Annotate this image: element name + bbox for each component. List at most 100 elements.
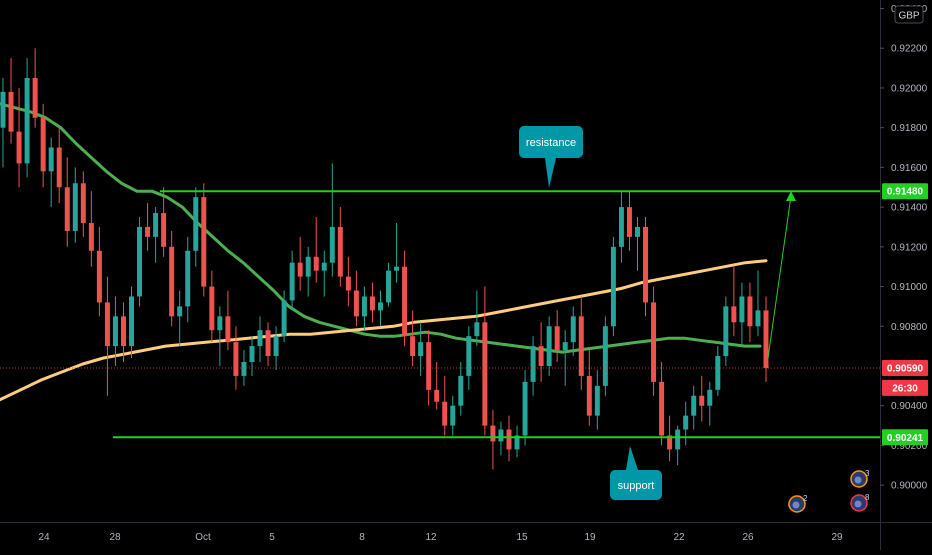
candle-body [434,389,440,402]
price-tag-label: 0.91480 [887,187,924,198]
candle-body [265,330,271,357]
currency-label: GBP [898,11,919,22]
candle-body [402,266,408,337]
annotations: resistance support [519,126,796,500]
candle-body [24,78,30,164]
candle-body [361,296,367,317]
y-tick-label: 0.90800 [891,322,928,333]
candle-body [177,306,183,317]
candle-body [377,302,383,311]
candle-body [88,222,94,251]
candle-body [667,435,673,450]
candle-body [691,395,697,416]
y-tick-label: 0.92000 [891,83,928,94]
moving-averages [0,102,768,402]
projection-arrow-head [786,191,796,201]
price-tag-label: 0.90590 [887,363,924,374]
candle-body [145,226,151,237]
candle-body [570,316,576,343]
candle-body [281,300,287,337]
x-tick-label: 22 [673,532,685,543]
x-tick-label: 26 [742,532,754,543]
candle-body [538,346,544,366]
candle-body [602,326,608,386]
candle-body [321,262,327,271]
y-tick-label: 0.90200 [891,441,928,452]
candle-body [32,78,38,118]
candle-body [104,302,110,347]
candle-body [755,310,761,327]
candle-body [153,213,159,237]
event-badge-icon [854,476,862,484]
candle-body [369,296,375,311]
candle-body [522,381,528,436]
candle-body [651,302,657,382]
candle-body [0,91,6,128]
x-tick-label: 15 [516,532,528,543]
candle-body [482,322,488,426]
price-tag-label: 0.90241 [887,433,924,444]
candle-body [490,425,496,442]
candle-body [458,375,464,406]
x-tick-label: 29 [831,532,843,543]
y-tick-label: 0.91800 [891,123,928,134]
y-tick-label: 0.90000 [891,481,928,492]
candle-body [610,246,616,327]
candle-body [442,401,448,426]
x-tick-label: Oct [195,532,211,543]
levels [0,190,880,439]
candle-body [578,316,584,376]
candle-body [345,276,351,291]
candle-body [594,385,600,416]
candle-body [715,356,721,390]
y-tick-label: 0.92200 [891,44,928,55]
candle-body [48,147,54,172]
candle-body [635,226,640,237]
currency-badge [894,5,924,24]
candle-body [96,250,102,303]
candle-body [64,187,70,231]
candle-body [546,326,552,366]
price-tag [882,183,928,200]
price-tag [882,359,928,376]
candle-body [618,207,624,247]
event-badge-count: 2 [803,494,808,503]
x-tick-label: 19 [584,532,596,543]
candle-body [626,207,632,237]
candle-body [8,91,14,132]
candle-body [161,213,167,247]
candle-body [289,262,295,301]
candle-body [337,226,343,277]
candle-body [225,316,231,343]
candle-body [169,246,175,317]
candle-body [731,306,737,323]
y-tick-label: 0.91200 [891,242,928,253]
candle-body [562,342,568,351]
y-tick-label: 0.91400 [891,203,928,214]
candle-body [474,322,480,337]
candle-body [217,316,223,331]
candle-body [80,183,86,223]
price-tag [882,379,928,396]
event-badge-icon [854,500,862,508]
candle-body [185,250,191,307]
y-tick-label: 0.90400 [891,401,928,412]
x-tick-label: 24 [38,532,50,543]
candle-body [209,286,215,331]
candle-body [498,429,504,442]
candle-body [16,131,22,164]
moving-average-line [0,102,762,354]
candle-body [201,197,207,287]
candle-body [506,429,512,450]
candle-body [466,336,472,376]
moving-average-line [0,259,768,402]
candle-body [313,256,319,271]
support-callout-text: support [618,480,655,492]
candle-body [763,310,769,368]
candle-body [450,405,456,426]
candle-body [643,226,649,303]
support-callout [610,446,662,500]
